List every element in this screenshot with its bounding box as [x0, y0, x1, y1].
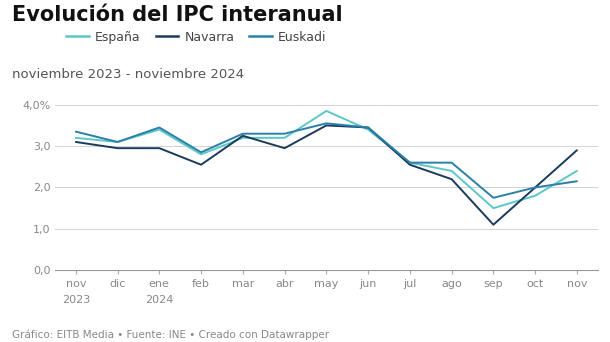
Text: 2024: 2024 [145, 295, 173, 305]
Text: noviembre 2023 - noviembre 2024: noviembre 2023 - noviembre 2024 [12, 68, 245, 81]
Text: Evolución del IPC interanual: Evolución del IPC interanual [12, 5, 343, 25]
Text: 2023: 2023 [62, 295, 90, 305]
Text: Gráfico: EITB Media • Fuente: INE • Creado con Datawrapper: Gráfico: EITB Media • Fuente: INE • Crea… [12, 330, 329, 340]
Legend: España, Navarra, Euskadi: España, Navarra, Euskadi [61, 26, 331, 49]
